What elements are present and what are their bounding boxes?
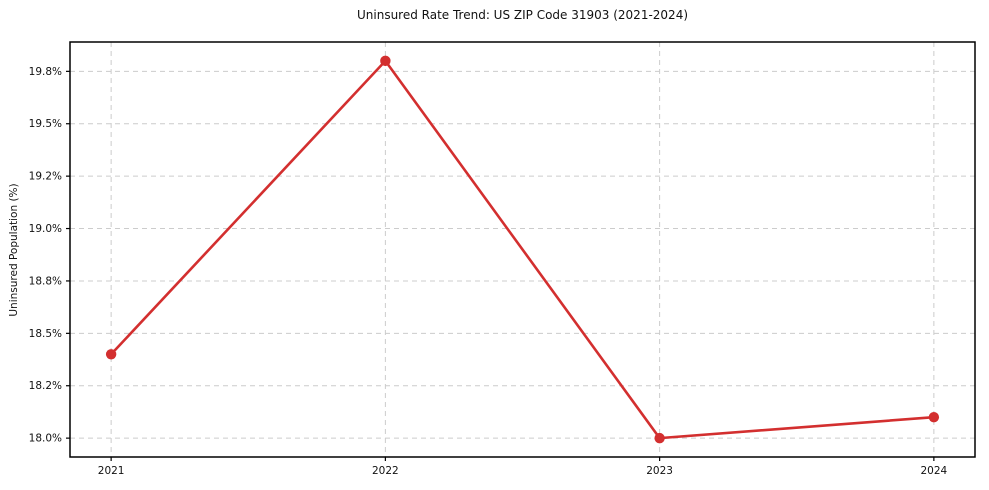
y-tick-label: 18.8% bbox=[29, 275, 62, 287]
y-tick-label: 18.2% bbox=[29, 380, 62, 392]
data-point-marker bbox=[105, 349, 117, 360]
data-point-marker bbox=[380, 55, 391, 67]
x-tick-label: 2024 bbox=[920, 465, 947, 477]
data-point-marker bbox=[928, 411, 940, 423]
x-tick-label: 2023 bbox=[646, 465, 673, 477]
x-tick-label: 2021 bbox=[98, 465, 125, 477]
data-line bbox=[109, 59, 936, 440]
data-point-marker bbox=[654, 432, 665, 444]
x-tick-label: 2022 bbox=[372, 465, 399, 477]
chart-title: Uninsured Rate Trend: US ZIP Code 31903 … bbox=[356, 8, 689, 22]
y-tick-label: 19.5% bbox=[29, 118, 62, 130]
y-tick-label: 18.5% bbox=[29, 328, 62, 340]
y-tick-label: 19.2% bbox=[29, 171, 62, 183]
y-tick-label: 18.0% bbox=[29, 433, 62, 445]
y-tick-label: 19.8% bbox=[29, 66, 62, 78]
axes-frame bbox=[69, 41, 976, 458]
y-tick-label: 19.0% bbox=[29, 223, 62, 235]
